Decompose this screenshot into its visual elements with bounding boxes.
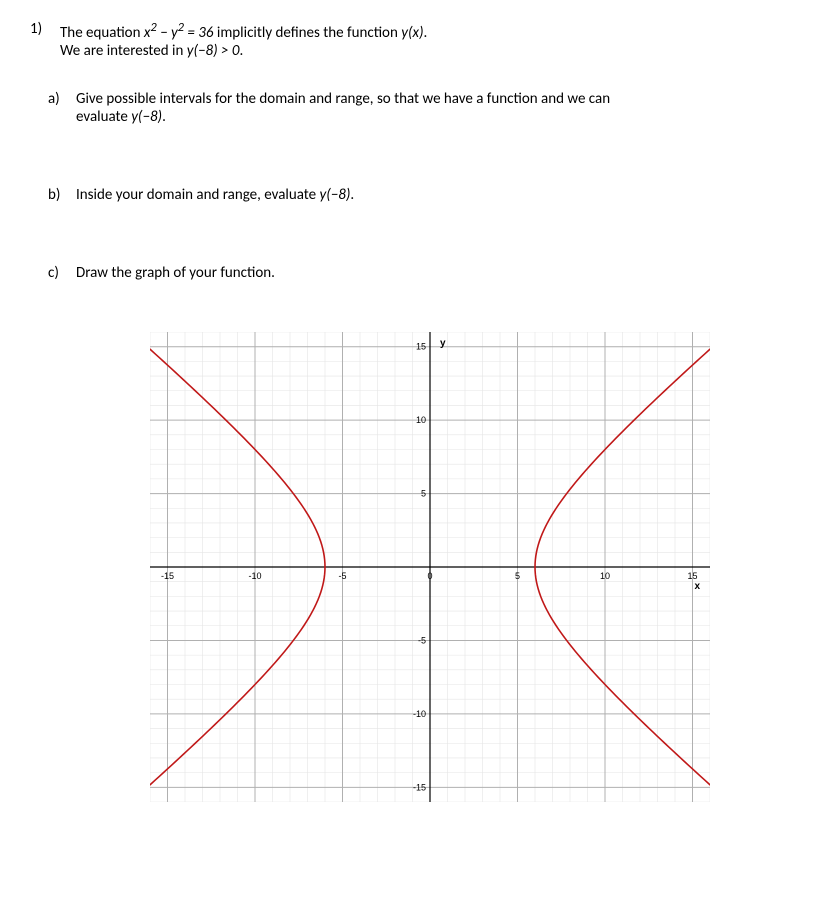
svg-text:5: 5	[515, 571, 520, 581]
svg-text:5: 5	[421, 489, 426, 499]
part-c-body: Draw the graph of your function.	[76, 264, 805, 282]
part-a-label: a)	[48, 90, 76, 126]
svg-text:0: 0	[427, 571, 432, 581]
svg-text:-10: -10	[248, 571, 261, 581]
question-body: The equation x2 − y2 = 36 implicitly def…	[60, 20, 805, 60]
eq1: x2 − y2 = 36	[144, 24, 214, 42]
svg-text:15: 15	[416, 342, 426, 352]
svg-text:-5: -5	[338, 571, 346, 581]
svg-text:y: y	[440, 338, 446, 349]
part-c-label: c)	[48, 264, 76, 282]
question-line2: We are interested in y(−8) > 0.	[60, 42, 805, 60]
svg-text:-15: -15	[161, 571, 174, 581]
svg-text:10: 10	[600, 571, 610, 581]
question-1: 1) The equation x2 − y2 = 36 implicitly …	[30, 20, 805, 60]
question-line1: The equation x2 − y2 = 36 implicitly def…	[60, 20, 805, 42]
part-a-body: Give possible intervals for the domain a…	[76, 90, 805, 126]
svg-text:-15: -15	[413, 782, 426, 792]
svg-text:15: 15	[687, 571, 697, 581]
svg-text:-10: -10	[413, 709, 426, 719]
chart-svg: -15 -10 -5 0 5 10 15 -15 -10 -5 5 10 15 y x	[150, 332, 710, 802]
svg-text:x: x	[694, 581, 700, 592]
svg-text:-5: -5	[418, 635, 426, 645]
part-b: b) Inside your domain and range, evaluat…	[48, 186, 805, 204]
part-b-label: b)	[48, 186, 76, 204]
part-b-body: Inside your domain and range, evaluate y…	[76, 186, 805, 204]
part-c: c) Draw the graph of your function.	[48, 264, 805, 282]
question-number: 1)	[30, 20, 60, 60]
hyperbola-chart: -15 -10 -5 0 5 10 15 -15 -10 -5 5 10 15 y x	[150, 332, 805, 807]
svg-text:10: 10	[416, 415, 426, 425]
part-a: a) Give possible intervals for the domai…	[48, 90, 805, 126]
